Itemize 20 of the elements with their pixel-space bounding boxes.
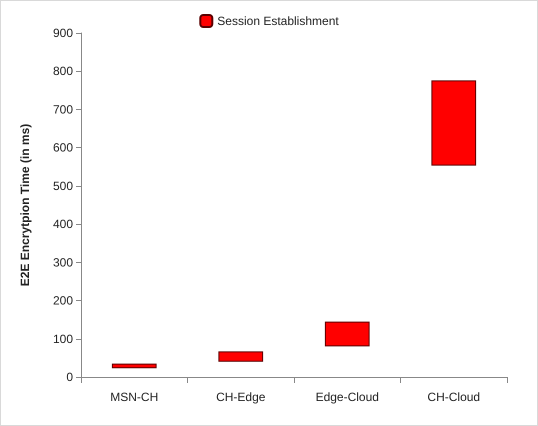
legend-label: Session Establishment	[217, 14, 340, 28]
y-tick-label: 500	[52, 178, 74, 193]
y-tick-label: 300	[52, 255, 74, 270]
bar	[324, 322, 370, 346]
bar	[431, 80, 476, 166]
y-tick-label: 100	[52, 332, 74, 346]
y-tick-label: 800	[52, 64, 74, 78]
x-tick-label: Edge-Cloud	[316, 390, 379, 404]
y-tick-label: 600	[52, 140, 74, 155]
x-tick-label: CH-Edge	[216, 390, 266, 404]
y-axis-title: E2E Encrytpion Time (in ms)	[18, 124, 32, 286]
y-tick-label: 0	[66, 370, 74, 384]
bar	[112, 364, 157, 368]
y-tick-label: 700	[52, 102, 74, 116]
y-tick-label: 900	[52, 26, 74, 40]
x-tick-label: MSN-CH	[110, 390, 158, 404]
y-tick-label: 400	[52, 217, 74, 232]
bar	[218, 351, 264, 362]
y-tick-label: 200	[52, 294, 74, 308]
x-tick-label: CH-Cloud	[427, 390, 480, 404]
